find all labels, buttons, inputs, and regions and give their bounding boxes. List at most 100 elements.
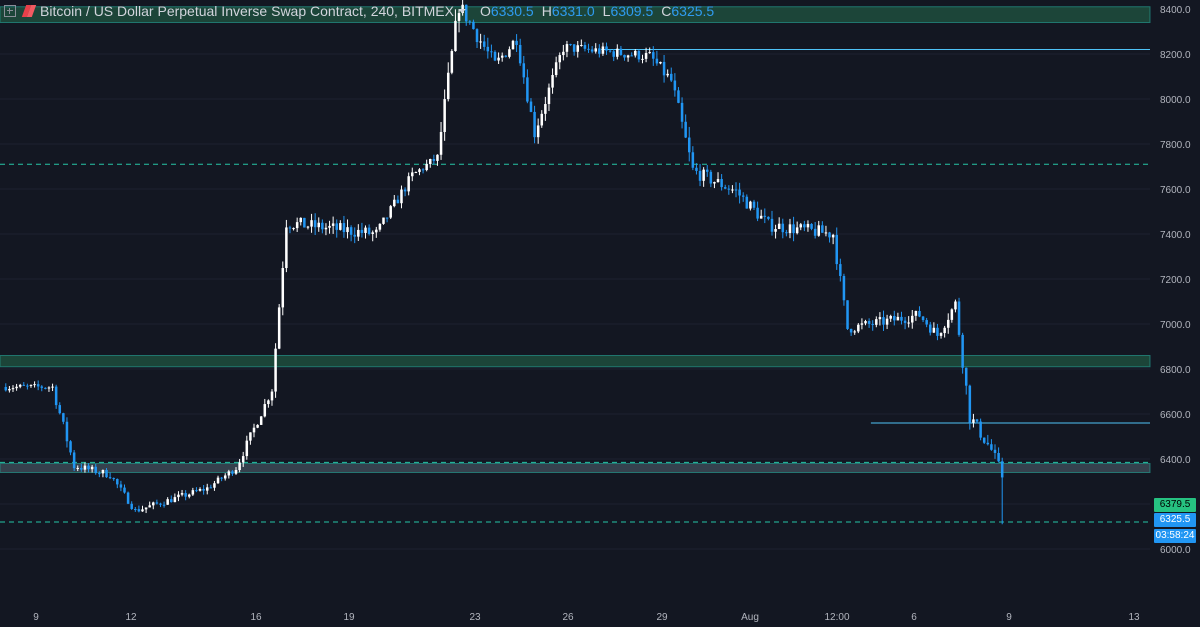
candle-body [223,475,227,479]
candle-body [177,494,180,498]
candle-body [734,189,738,191]
candle-body [716,179,720,183]
candle-body [141,509,144,512]
price-tick-label: 7000.0 [1160,320,1191,331]
chart-header: Bitcoin / US Dollar Perpetual Inverse Sw… [0,0,1150,22]
candle-body [126,492,130,504]
candle-body [608,50,612,52]
candle-body [58,405,62,414]
candle-body [799,224,803,228]
candle-body [209,487,213,489]
expand-icon[interactable] [4,5,16,17]
candle-body [245,440,249,457]
candle-body [630,55,633,57]
candle-body [62,413,65,422]
candle-body [134,508,137,510]
candle-body [590,49,594,52]
candle-body [583,45,587,49]
candle-body [475,29,479,43]
candle-body [411,172,414,177]
candle-body [936,327,939,336]
candle-body [252,427,256,433]
time-tick-label: 9 [1006,612,1012,623]
candle-body [878,317,882,320]
price-axis[interactable]: 6000.06200.06400.06600.06800.07000.07200… [1160,0,1191,556]
price-tick-label: 8200.0 [1160,50,1191,61]
price-tick-label: 6600.0 [1160,410,1191,421]
time-tick-label: 9 [33,612,39,623]
candle-body [371,232,374,234]
candle-body [770,218,774,232]
candle-body [504,55,508,57]
candle-body [727,188,731,190]
zone [0,355,1151,368]
candle-body [867,321,871,324]
candle-body [652,52,655,59]
candle-body [205,487,209,491]
candle-body [648,52,651,54]
candle-body [946,319,950,328]
candle-body [421,169,425,171]
candle-body [220,477,223,479]
candle-body [385,217,389,219]
candle-body [353,234,356,237]
candle-body [702,169,705,181]
candle-body [759,215,763,219]
candle-body [324,227,328,230]
candle-body [152,502,155,506]
ohlc-close-key: C [661,3,672,19]
candle-body [849,328,853,333]
candle-body [270,391,274,401]
candle-body [777,223,781,230]
candle-body [29,384,33,386]
candle-body [871,323,874,325]
candle-body [479,41,482,43]
candle-body [680,102,684,122]
candle-body [662,61,666,76]
ohlc-high-key: H [541,3,552,19]
candle-body [515,40,518,45]
candle-body [101,469,105,474]
candle-body [54,386,58,406]
symbol-title[interactable]: Bitcoin / US Dollar Perpetual Inverse Sw… [40,3,454,19]
candle-body [303,217,306,228]
candle-body [180,493,184,495]
last-price-tag: 6325.5 [1154,513,1196,527]
candle-body [626,55,630,58]
candle-body [98,473,101,475]
price-tick-label: 7400.0 [1160,230,1191,241]
candle-body [968,385,972,423]
candle-body [259,416,263,425]
time-axis[interactable]: 9 12 16 19 23 26 29 Aug 12:00 6 9 13 [33,612,1140,623]
level-price-tag: 6379.5 [1154,498,1196,512]
bitmex-logo-icon [21,5,37,17]
time-tick-label: 23 [469,612,481,623]
time-tick-label: 13 [1128,612,1140,623]
candle-body [810,223,813,229]
ohlc-close-value: 6325.5 [671,3,715,19]
candle-body [166,499,169,505]
candle-body [457,13,461,21]
candle-body [468,21,472,23]
candle-body [709,171,713,184]
candle-body [76,467,79,469]
candle-body [335,223,338,230]
candle-body [817,225,821,236]
candle-body [130,503,133,509]
candle-body [439,131,443,155]
candle-body [349,227,353,235]
candle-body [670,73,673,81]
candle-body [446,72,450,100]
candle-body [281,268,285,308]
candle-body [774,229,777,232]
candle-body [964,367,968,386]
candle-body [634,50,637,56]
candle-body [684,121,687,138]
chevron-down-icon[interactable] [457,9,466,13]
candle-body [364,227,367,233]
candle-body [900,316,903,321]
candle-body [313,220,317,228]
candle-body [907,322,910,324]
candle-body [666,73,669,76]
